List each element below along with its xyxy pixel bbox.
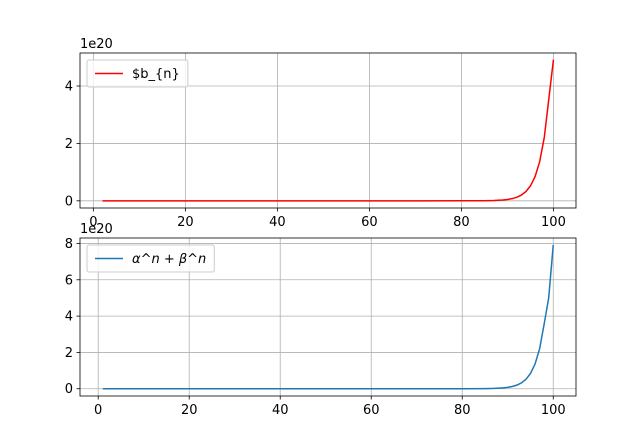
x-tick-label: 60: [361, 215, 378, 230]
top-y-scale-label: 1e20: [80, 37, 113, 52]
y-tick-label: 4: [65, 80, 73, 95]
x-tick-label: 100: [541, 403, 566, 418]
x-tick-label: 0: [94, 403, 102, 418]
x-tick-label: 0: [89, 215, 97, 230]
top-legend-box: [86, 59, 189, 88]
x-tick-label: 80: [453, 215, 470, 230]
bottom-subplot: 0 20 40 60 80 100 0 2 4 6 8 1e20 α^n + β^n: [65, 222, 577, 418]
y-tick-label: 8: [65, 237, 73, 252]
top-legend-label: $b_{n}: [132, 67, 180, 82]
bottom-legend: α^n + β^n: [86, 244, 215, 273]
top-axes-frame: [79, 52, 577, 209]
top-series-layer: [102, 59, 555, 202]
y-tick-label: 2: [65, 137, 73, 152]
bottom-ticks: 0 20 40 60 80 100 0 2 4 6 8: [65, 237, 566, 418]
bottom-legend-box: [86, 244, 215, 273]
x-tick-label: 40: [272, 403, 289, 418]
y-tick-label: 6: [65, 273, 73, 288]
top-subplot: 0 20 40 60 80 100 0 2 4 1e20 $b_{n}: [65, 37, 577, 230]
series-line: [102, 244, 554, 390]
bottom-axes-frame: [79, 237, 577, 397]
bottom-legend-label: α^n + β^n: [132, 252, 206, 267]
bottom-series-layer: [102, 244, 554, 390]
x-tick-label: 80: [454, 403, 471, 418]
y-tick-label: 0: [65, 194, 73, 209]
series-line: [102, 59, 555, 202]
y-tick-label: 2: [65, 346, 73, 361]
top-legend: $b_{n}: [86, 59, 189, 88]
x-tick-label: 20: [177, 215, 194, 230]
x-tick-label: 60: [363, 403, 380, 418]
x-tick-label: 100: [541, 215, 566, 230]
x-tick-label: 40: [269, 215, 286, 230]
bottom-y-scale-label: 1e20: [80, 222, 113, 237]
top-ticks: 0 20 40 60 80 100 0 2 4: [65, 80, 566, 230]
x-tick-label: 20: [181, 403, 198, 418]
y-tick-label: 0: [65, 382, 73, 397]
y-tick-label: 4: [65, 310, 73, 325]
